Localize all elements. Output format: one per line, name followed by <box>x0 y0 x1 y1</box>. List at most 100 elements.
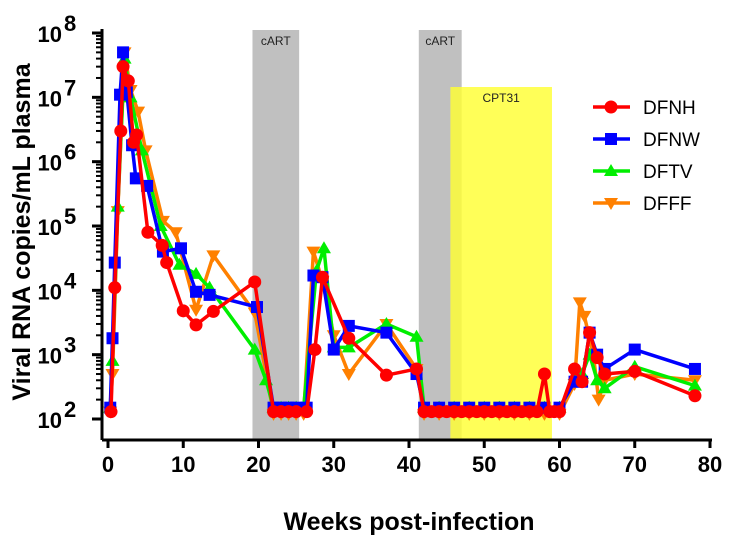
data-point-dfnw <box>190 285 203 298</box>
series-dfnh <box>104 60 702 419</box>
y-tick-exponent: 2 <box>64 397 76 422</box>
legend-marker <box>604 198 618 210</box>
legend-label: DFFF <box>643 194 692 215</box>
data-point-dfnh <box>189 318 203 332</box>
legend-marker <box>604 100 618 114</box>
x-tick-label: 40 <box>397 452 421 477</box>
data-point-dfnh <box>116 60 130 74</box>
data-point-dfnh <box>176 304 190 318</box>
data-point-dfnw <box>628 343 641 356</box>
y-tick-label: 10 <box>38 86 62 111</box>
legend: DFNH DFNW DFTV DFFF <box>593 98 700 215</box>
data-point-dfnh <box>130 128 144 142</box>
data-point-dfnh <box>121 74 135 88</box>
data-point-dftv <box>341 340 356 353</box>
data-point-dfff <box>577 310 592 323</box>
data-point-dftv <box>590 373 605 386</box>
x-tick-label: 20 <box>246 452 270 477</box>
y-tick-label: 10 <box>38 279 62 304</box>
data-point-dfnh <box>289 405 303 419</box>
data-point-dfnh <box>300 405 314 419</box>
legend-marker <box>605 133 617 145</box>
data-point-dfnh <box>206 304 220 318</box>
data-point-dfnh <box>155 238 169 252</box>
data-point-dfff <box>591 394 606 407</box>
x-tick-label: 60 <box>547 452 571 477</box>
data-point-dftv <box>316 241 331 254</box>
data-point-dfff <box>168 227 183 240</box>
data-point-dfnh <box>575 375 589 389</box>
data-point-dfnh <box>598 367 612 381</box>
legend-item-dfnh: DFNH <box>593 98 696 119</box>
data-point-dfnw <box>174 242 187 255</box>
legend-label: DFNH <box>643 98 696 119</box>
y-axis-label: Viral RNA copies/mL plasma <box>8 62 36 400</box>
data-point-dfnh <box>628 364 642 378</box>
x-tick-label: 70 <box>623 452 647 477</box>
treatment-regions: cART cART CPT31 <box>252 30 552 440</box>
data-point-dftv <box>247 342 262 355</box>
legend-item-dfnw: DFNW <box>593 130 700 151</box>
data-point-dfnh <box>688 389 702 403</box>
region-cart-0 <box>252 30 300 440</box>
data-point-dfnh <box>553 405 566 419</box>
x-tick-label: 80 <box>698 452 722 477</box>
data-point-dfnh <box>537 367 551 381</box>
data-point-dfnh <box>342 331 356 345</box>
data-point-dfnh <box>114 124 128 138</box>
data-point-dftv <box>687 378 702 391</box>
data-point-dfnh <box>248 275 262 289</box>
x-tick-label: 50 <box>472 452 496 477</box>
x-axis-label: Weeks post-infection <box>284 508 535 536</box>
region-label: cART <box>261 34 291 48</box>
legend-item-dfff: DFFF <box>593 194 692 215</box>
region-label: CPT31 <box>483 91 521 105</box>
data-point-dfnh <box>568 362 582 376</box>
data-point-dfnh <box>530 405 544 419</box>
y-tick-exponent: 4 <box>64 268 77 293</box>
data-point-dfff <box>206 250 221 263</box>
region-cpt31-2 <box>450 87 552 440</box>
data-point-dfnh <box>583 326 597 340</box>
legend-label: DFNW <box>643 130 700 151</box>
y-tick-exponent: 5 <box>64 204 76 229</box>
data-point-dfnh <box>379 368 393 382</box>
data-point-dfnh <box>104 405 118 419</box>
data-point-dftv <box>597 381 612 394</box>
data-point-dfnh <box>590 351 604 365</box>
y-tick-exponent: 6 <box>64 140 76 165</box>
data-point-dfnw <box>688 362 701 375</box>
data-point-dfnh <box>160 256 174 270</box>
x-tick-label: 10 <box>171 452 195 477</box>
data-point-dfnh <box>141 225 155 239</box>
y-tick-exponent: 8 <box>64 11 76 36</box>
data-point-dfnh <box>308 343 322 357</box>
y-tick-label: 10 <box>38 22 62 47</box>
legend-label: DFTV <box>643 162 693 183</box>
legend-marker <box>604 164 618 176</box>
data-point-dfnw <box>129 172 142 185</box>
data-point-dfnw <box>380 326 393 339</box>
data-point-dfnh <box>315 270 329 284</box>
data-point-dfff <box>306 246 321 259</box>
data-point-dftv <box>379 316 394 329</box>
y-tick-exponent: 3 <box>64 333 76 358</box>
data-point-dfnw <box>117 46 130 59</box>
data-point-dftv <box>172 257 187 270</box>
data-point-dfnw <box>327 343 340 356</box>
series-group <box>103 46 702 421</box>
y-tick-exponent: 7 <box>64 75 76 100</box>
data-point-dfff <box>572 297 587 310</box>
region-label: cART <box>425 34 455 48</box>
y-tick-label: 10 <box>38 408 62 433</box>
y-tick-label: 10 <box>38 344 62 369</box>
data-point-dfff <box>341 369 356 382</box>
x-tick-label: 30 <box>322 452 346 477</box>
data-point-dftv <box>409 329 424 342</box>
y-tick-label: 10 <box>38 215 62 240</box>
y-tick-label: 10 <box>38 151 62 176</box>
data-point-dftv <box>189 266 204 279</box>
data-point-dfnh <box>410 362 424 376</box>
